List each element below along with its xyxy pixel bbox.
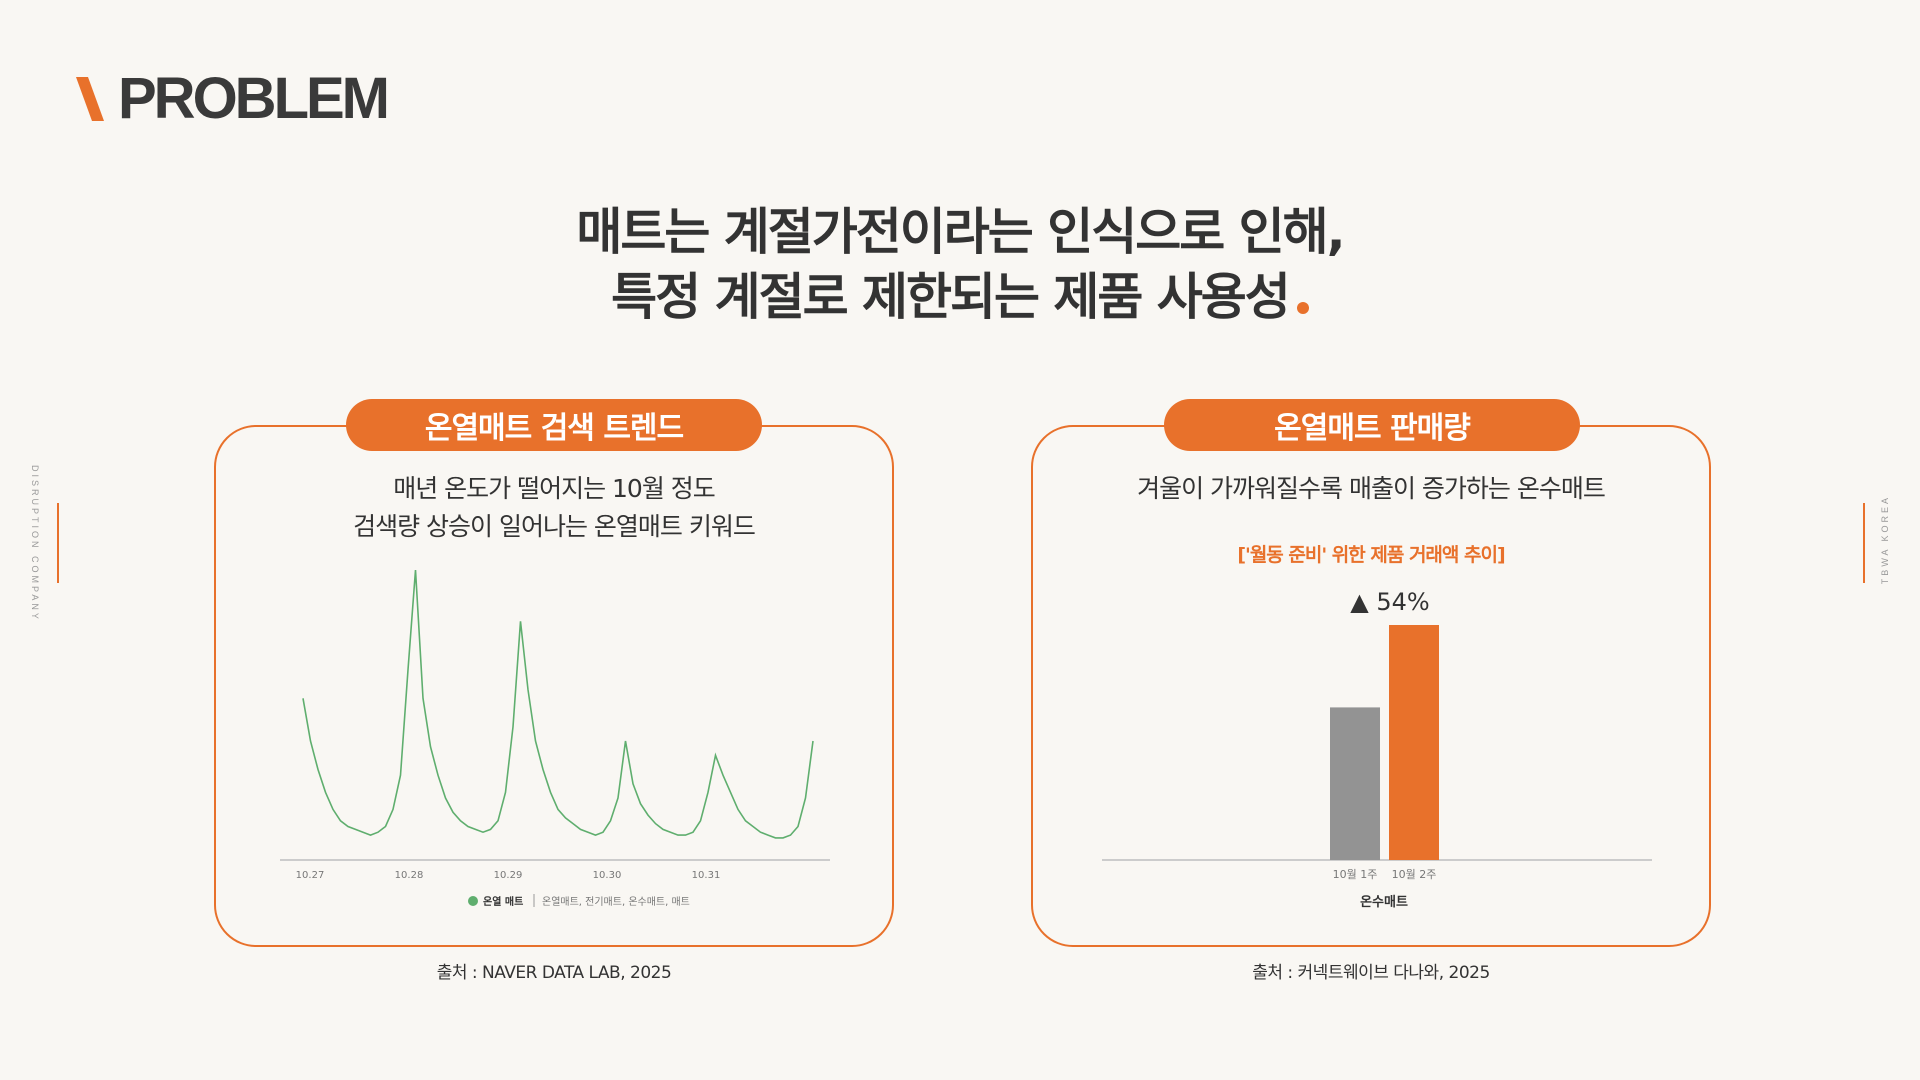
search-trend-subtitle-line-2: 검색량 상승이 일어나는 온열매트 키워드 — [353, 512, 756, 541]
accent-dot-icon — [1296, 302, 1309, 314]
sales-bar-chart: 10월 1주 10월 2주 ▲ 54% 온수매트 — [1102, 588, 1652, 910]
search-trend-source: 출처 : NAVER DATA LAB, 2025 — [436, 963, 672, 983]
headline-line-1: 매트는 계절가전이라는 인식으로 인해, — [576, 203, 1345, 261]
sales-pill: 온열매트 판매량 — [1164, 399, 1580, 451]
legend-main-label: 온열 매트 — [483, 895, 523, 908]
logo-slash-icon — [75, 77, 105, 121]
search-trend-subtitle: 매년 온도가 떨어지는 10월 정도 검색량 상승이 일어나는 온열매트 키워드 — [214, 470, 894, 546]
sales-subtitle: 겨울이 가까워질수록 매출이 증가하는 온수매트 — [1137, 474, 1606, 503]
x-tick-label: 10.31 — [692, 870, 721, 881]
side-label-right: TBWA KOREA — [1880, 495, 1890, 585]
bar — [1330, 707, 1380, 860]
growth-annotation: ▲ 54% — [1350, 588, 1429, 616]
x-tick-label: 10.30 — [593, 870, 622, 881]
side-divider-right — [1863, 503, 1865, 583]
x-tick-label: 10.28 — [395, 870, 424, 881]
series-line-heat-mat — [302, 569, 814, 839]
bars: 10월 1주 10월 2주 — [1330, 625, 1439, 881]
search-trend-pill: 온열매트 검색 트렌드 — [346, 399, 762, 451]
chart-legend: 온열 매트 온열매트, 전기매트, 온수매트, 매트 — [468, 894, 690, 908]
logo: PROBLEM — [75, 66, 390, 131]
x-tick-labels: 10.27 10.28 10.29 10.30 10.31 — [296, 870, 721, 881]
bar-x-axis-label: 온수매트 — [1360, 895, 1408, 910]
headline: 매트는 계절가전이라는 인식으로 인해, 특정 계절로 제한되는 제품 사용성 — [0, 200, 1920, 330]
sales-source: 출처 : 커넥트웨이브 다나와, 2025 — [1252, 963, 1490, 983]
headline-line-2: 특정 계절로 제한되는 제품 사용성 — [0, 265, 1920, 330]
legend-others-label: 온열매트, 전기매트, 온수매트, 매트 — [542, 896, 690, 908]
x-tick-label: 10.29 — [494, 870, 523, 881]
headline-line-2-text: 특정 계절로 제한되는 제품 사용성 — [611, 268, 1291, 326]
x-tick-label: 10.27 — [296, 870, 325, 881]
search-trend-line-chart: 10.27 10.28 10.29 10.30 10.31 온열 매트 온열매트, 전기… — [280, 569, 830, 908]
side-divider-left — [57, 503, 59, 583]
legend-dot-icon — [468, 896, 478, 906]
bar-category-label: 10월 2주 — [1392, 868, 1437, 881]
search-trend-subtitle-line-1: 매년 온도가 떨어지는 10월 정도 — [393, 474, 716, 503]
bar-category-label: 10월 1주 — [1333, 868, 1378, 881]
side-label-left: DISRUPTION COMPANY — [30, 465, 40, 622]
logo-text: PROBLEM — [118, 66, 390, 131]
bar — [1389, 625, 1439, 860]
sales-chart-caption: ['월동 준비' 위한 제품 거래액 추이] — [1237, 544, 1505, 566]
